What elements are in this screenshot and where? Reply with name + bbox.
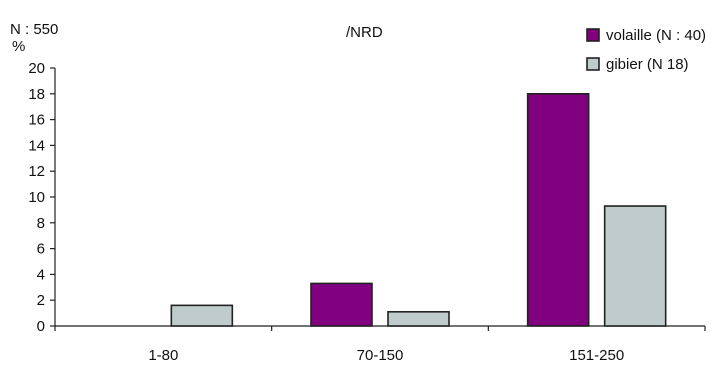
- chart-title: /NRD: [346, 24, 383, 41]
- y-axis-unit-label: %: [12, 38, 25, 55]
- total-count-label: N : 550: [10, 21, 58, 38]
- y-tick-label: 8: [37, 215, 45, 232]
- bar-gibier-70-150: [387, 311, 450, 327]
- tick-labels: 0 2 4 6 8 10 12 14 16 18 20 1-80 70-150 151-250: [28, 60, 624, 364]
- legend-swatch-gibier: [586, 57, 600, 71]
- y-tick-label: 6: [37, 241, 45, 258]
- y-tick-label: 0: [37, 318, 45, 335]
- bar-volaille-70-150: [310, 282, 373, 327]
- bar-gibier-1-80: [170, 304, 234, 327]
- legend-label-volaille: volaille (N : 40): [606, 27, 706, 44]
- y-tick-label: 18: [28, 86, 45, 103]
- bars: [170, 93, 667, 327]
- x-category-label: 70-150: [357, 347, 404, 364]
- bar-volaille-151-250: [526, 93, 590, 327]
- bar-gibier-151-250: [603, 205, 667, 327]
- y-tick-label: 10: [28, 189, 45, 206]
- x-category-label: 151-250: [569, 347, 624, 364]
- axes: [50, 67, 706, 331]
- legend-swatch-volaille: [586, 28, 600, 42]
- y-tick-label: 20: [28, 60, 45, 77]
- legend-label-gibier: gibier (N 18): [606, 56, 689, 73]
- y-tick-label: 2: [37, 292, 45, 309]
- y-tick-label: 14: [28, 137, 45, 154]
- y-tick-label: 12: [28, 163, 45, 180]
- x-category-label: 1-80: [148, 347, 178, 364]
- y-tick-label: 4: [37, 266, 45, 283]
- legend: volaille (N : 40) gibier (N 18): [586, 27, 706, 73]
- y-tick-label: 16: [28, 112, 45, 129]
